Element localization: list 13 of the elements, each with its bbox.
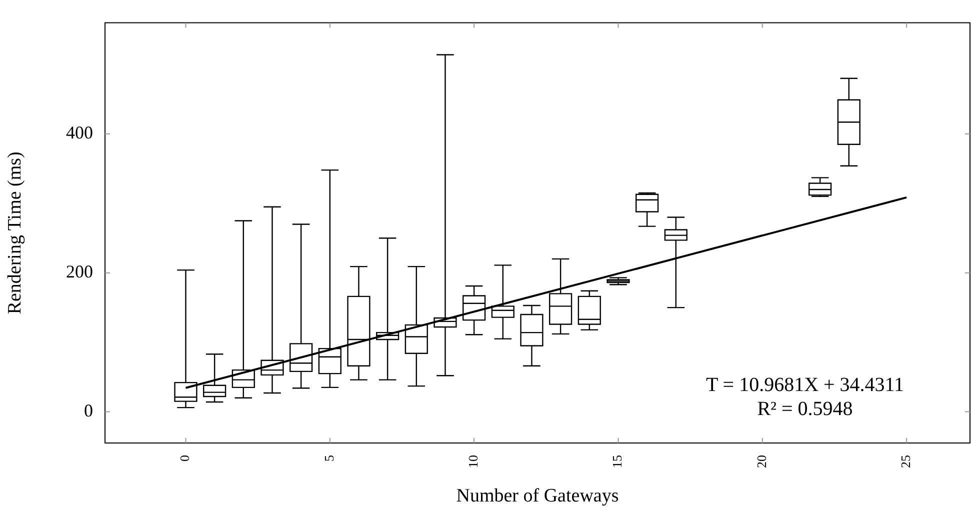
y-tick-label: 400 <box>66 122 93 143</box>
x-tick-label: 5 <box>321 455 336 462</box>
annotation: R² = 0.5948 <box>757 398 853 420</box>
x-tick-label: 15 <box>610 455 625 468</box>
x-tick-label: 10 <box>465 455 480 468</box>
x-tick-label: 0 <box>177 455 192 462</box>
x-tick-label: 20 <box>754 455 769 468</box>
x-axis-title: Number of Gateways <box>456 486 619 507</box>
x-tick-label: 25 <box>898 455 913 468</box>
y-tick-label: 0 <box>84 400 93 420</box>
y-tick-label: 200 <box>66 262 93 282</box>
annotation: T = 10.9681X + 34.4311 <box>706 374 904 396</box>
y-axis-title: Rendering Time (ms) <box>4 152 26 314</box>
